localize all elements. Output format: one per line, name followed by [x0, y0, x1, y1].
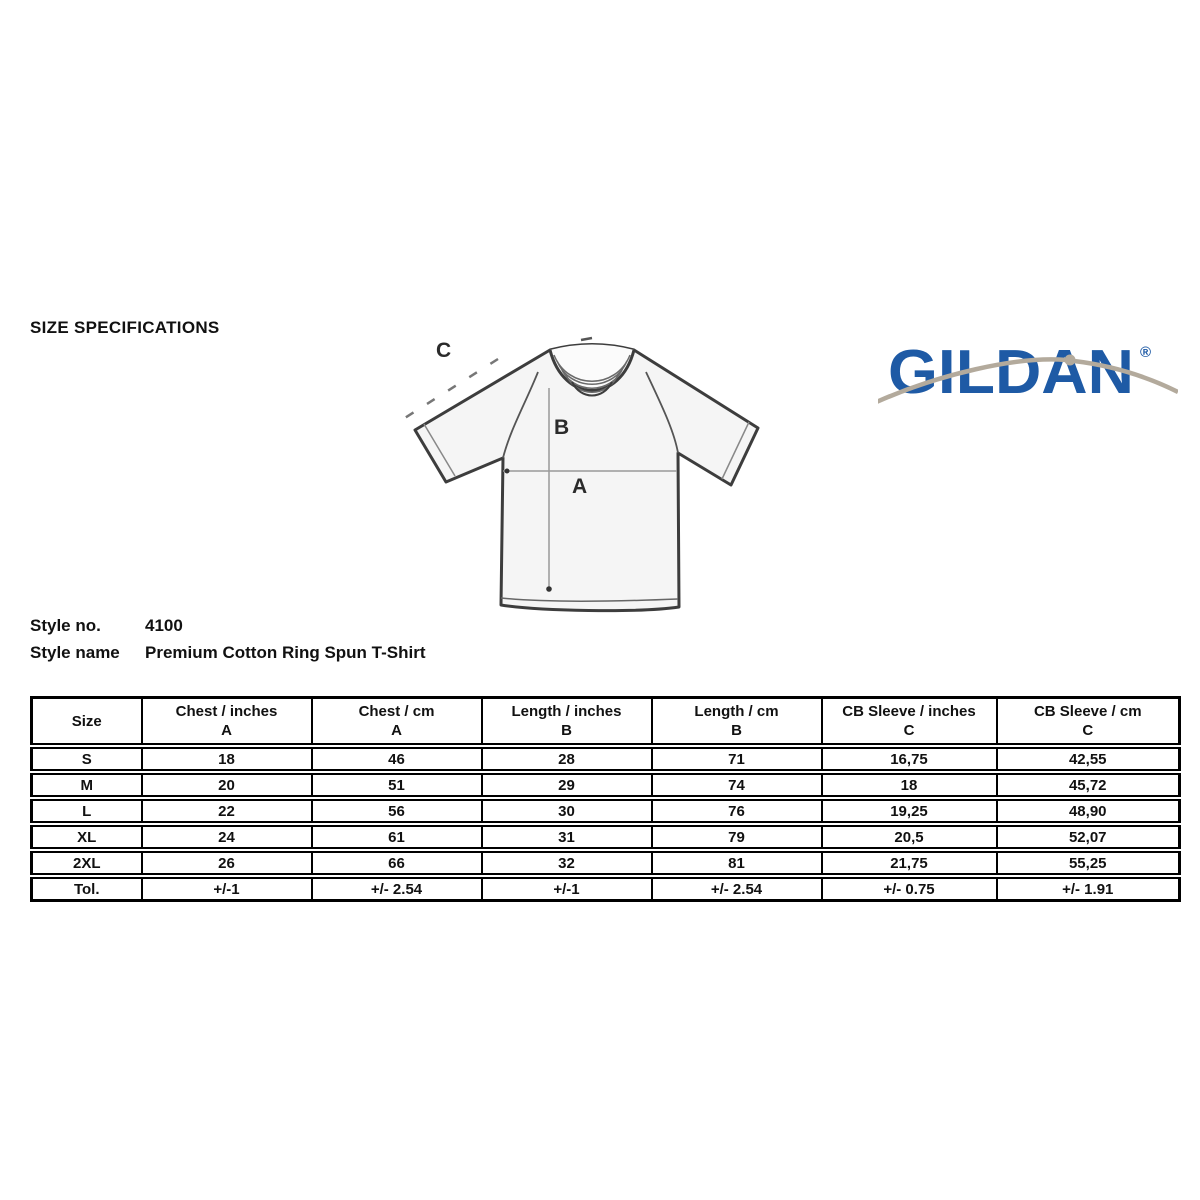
table-cell: XL [30, 824, 142, 853]
table-cell: 18 [820, 772, 997, 801]
table-row: XL 24 61 31 79 20,5 52,07 [30, 824, 1180, 853]
size-table-container: Size Chest / inches A Chest / cm A Lengt… [30, 696, 1181, 902]
table-cell: Tol. [30, 876, 142, 901]
label-a: A [572, 475, 587, 498]
table-row: L 22 56 30 76 19,25 48,90 [30, 798, 1180, 827]
registered-mark: ® [1140, 344, 1151, 361]
table-cell: +/- 0.75 [820, 876, 997, 901]
label-b: B [554, 416, 569, 439]
left-cuff-line [423, 423, 456, 477]
col-header-size: Size [30, 697, 142, 749]
col-header-cb-sleeve-cm: CB Sleeve / cm C [995, 697, 1180, 749]
style-name-row: Style name Premium Cotton Ring Spun T-Sh… [30, 643, 425, 663]
table-row: 2XL 26 66 32 81 21,75 55,25 [30, 850, 1180, 879]
table-cell: 55,25 [995, 850, 1180, 879]
collar-rib-4 [565, 374, 619, 393]
table-cell: 19,25 [820, 798, 997, 827]
table-cell: 76 [650, 798, 822, 827]
table-cell: 45,72 [995, 772, 1180, 801]
hem-line [500, 597, 679, 602]
length-line-dot [546, 586, 552, 592]
right-cuff-line [721, 421, 750, 480]
table-cell: 22 [140, 798, 312, 827]
table-cell: +/- 2.54 [650, 876, 822, 901]
table-cell: 81 [650, 850, 822, 879]
table-cell: 18 [140, 746, 312, 775]
logo-swoosh-left [871, 357, 1067, 407]
left-sleeve-seam [502, 371, 539, 459]
table-cell: 32 [480, 850, 652, 879]
logo-swoosh-dot [1064, 354, 1076, 366]
table-row: S 18 46 28 71 16,75 42,55 [30, 746, 1180, 775]
table-cell: 48,90 [995, 798, 1180, 827]
table-cell: 21,75 [820, 850, 997, 879]
label-c: C [436, 339, 451, 362]
col-header-chest-cm: Chest / cm A [310, 697, 482, 749]
table-cell: L [30, 798, 142, 827]
table-row: M 20 51 29 74 18 45,72 [30, 772, 1180, 801]
style-no-label: Style no. [30, 616, 101, 635]
col-header-cb-sleeve-inches: CB Sleeve / inches C [820, 697, 997, 749]
table-cell: 20,5 [820, 824, 997, 853]
right-sleeve-seam [645, 371, 679, 454]
collar-rib-1 [553, 354, 631, 382]
table-cell: 51 [310, 772, 482, 801]
table-cell: 28 [480, 746, 652, 775]
collar-fill [550, 344, 634, 391]
table-cell: 29 [480, 772, 652, 801]
table-cell: 16,75 [820, 746, 997, 775]
gildan-logo-graphic: GILDAN ® [871, 338, 1180, 407]
col-header-length-cm: Length / cm B [650, 697, 822, 749]
collar-rib-3 [560, 367, 624, 389]
table-cell: 52,07 [995, 824, 1180, 853]
table-cell: 20 [140, 772, 312, 801]
collar-inner-edge [571, 381, 613, 397]
table-cell: +/- 2.54 [310, 876, 482, 901]
tshirt-diagram: C B A [388, 330, 808, 630]
style-info: Style no. 4100 Style name Premium Cotton… [30, 616, 425, 670]
gildan-logo: GILDAN ® [871, 330, 1180, 412]
size-table: Size Chest / inches A Chest / cm A Lengt… [30, 696, 1181, 902]
table-cell: 30 [480, 798, 652, 827]
table-cell: 71 [650, 746, 822, 775]
col-header-length-inches: Length / inches B [480, 697, 652, 749]
table-cell: M [30, 772, 142, 801]
header-row: Size Chest / inches A Chest / cm A Lengt… [30, 697, 1180, 749]
style-name-label: Style name [30, 643, 120, 662]
table-cell: 79 [650, 824, 822, 853]
table-cell: S [30, 746, 142, 775]
table-cell: 61 [310, 824, 482, 853]
table-cell: 2XL [30, 850, 142, 879]
table-cell: 24 [140, 824, 312, 853]
table-cell: 66 [310, 850, 482, 879]
table-cell: 42,55 [995, 746, 1180, 775]
col-header-chest-inches: Chest / inches A [140, 697, 312, 749]
tshirt-drawing: C B A [399, 336, 760, 613]
gildan-wordmark: GILDAN [888, 338, 1134, 407]
table-cell: 56 [310, 798, 482, 827]
table-row: Tol. +/-1 +/- 2.54 +/-1 +/- 2.54 +/- 0.75 +/- … [30, 876, 1180, 901]
page-title: SIZE SPECIFICATIONS [30, 318, 220, 337]
style-no-row: Style no. 4100 [30, 616, 425, 636]
table-cell: 31 [480, 824, 652, 853]
collar-outer-edge [548, 349, 636, 392]
logo-swoosh-right [1073, 358, 1180, 395]
back-neck-tick [580, 336, 593, 342]
table-cell: +/-1 [140, 876, 312, 901]
table-cell: 46 [310, 746, 482, 775]
sleeve-measure-line [399, 357, 499, 423]
chest-line-dot [504, 468, 510, 474]
style-no-value: 4100 [145, 616, 183, 635]
table-cell: 26 [140, 850, 312, 879]
table-cell: 74 [650, 772, 822, 801]
table-cell: +/-1 [480, 876, 652, 901]
style-name-value: Premium Cotton Ring Spun T-Shirt [145, 643, 426, 662]
table-cell: +/- 1.91 [995, 876, 1180, 901]
